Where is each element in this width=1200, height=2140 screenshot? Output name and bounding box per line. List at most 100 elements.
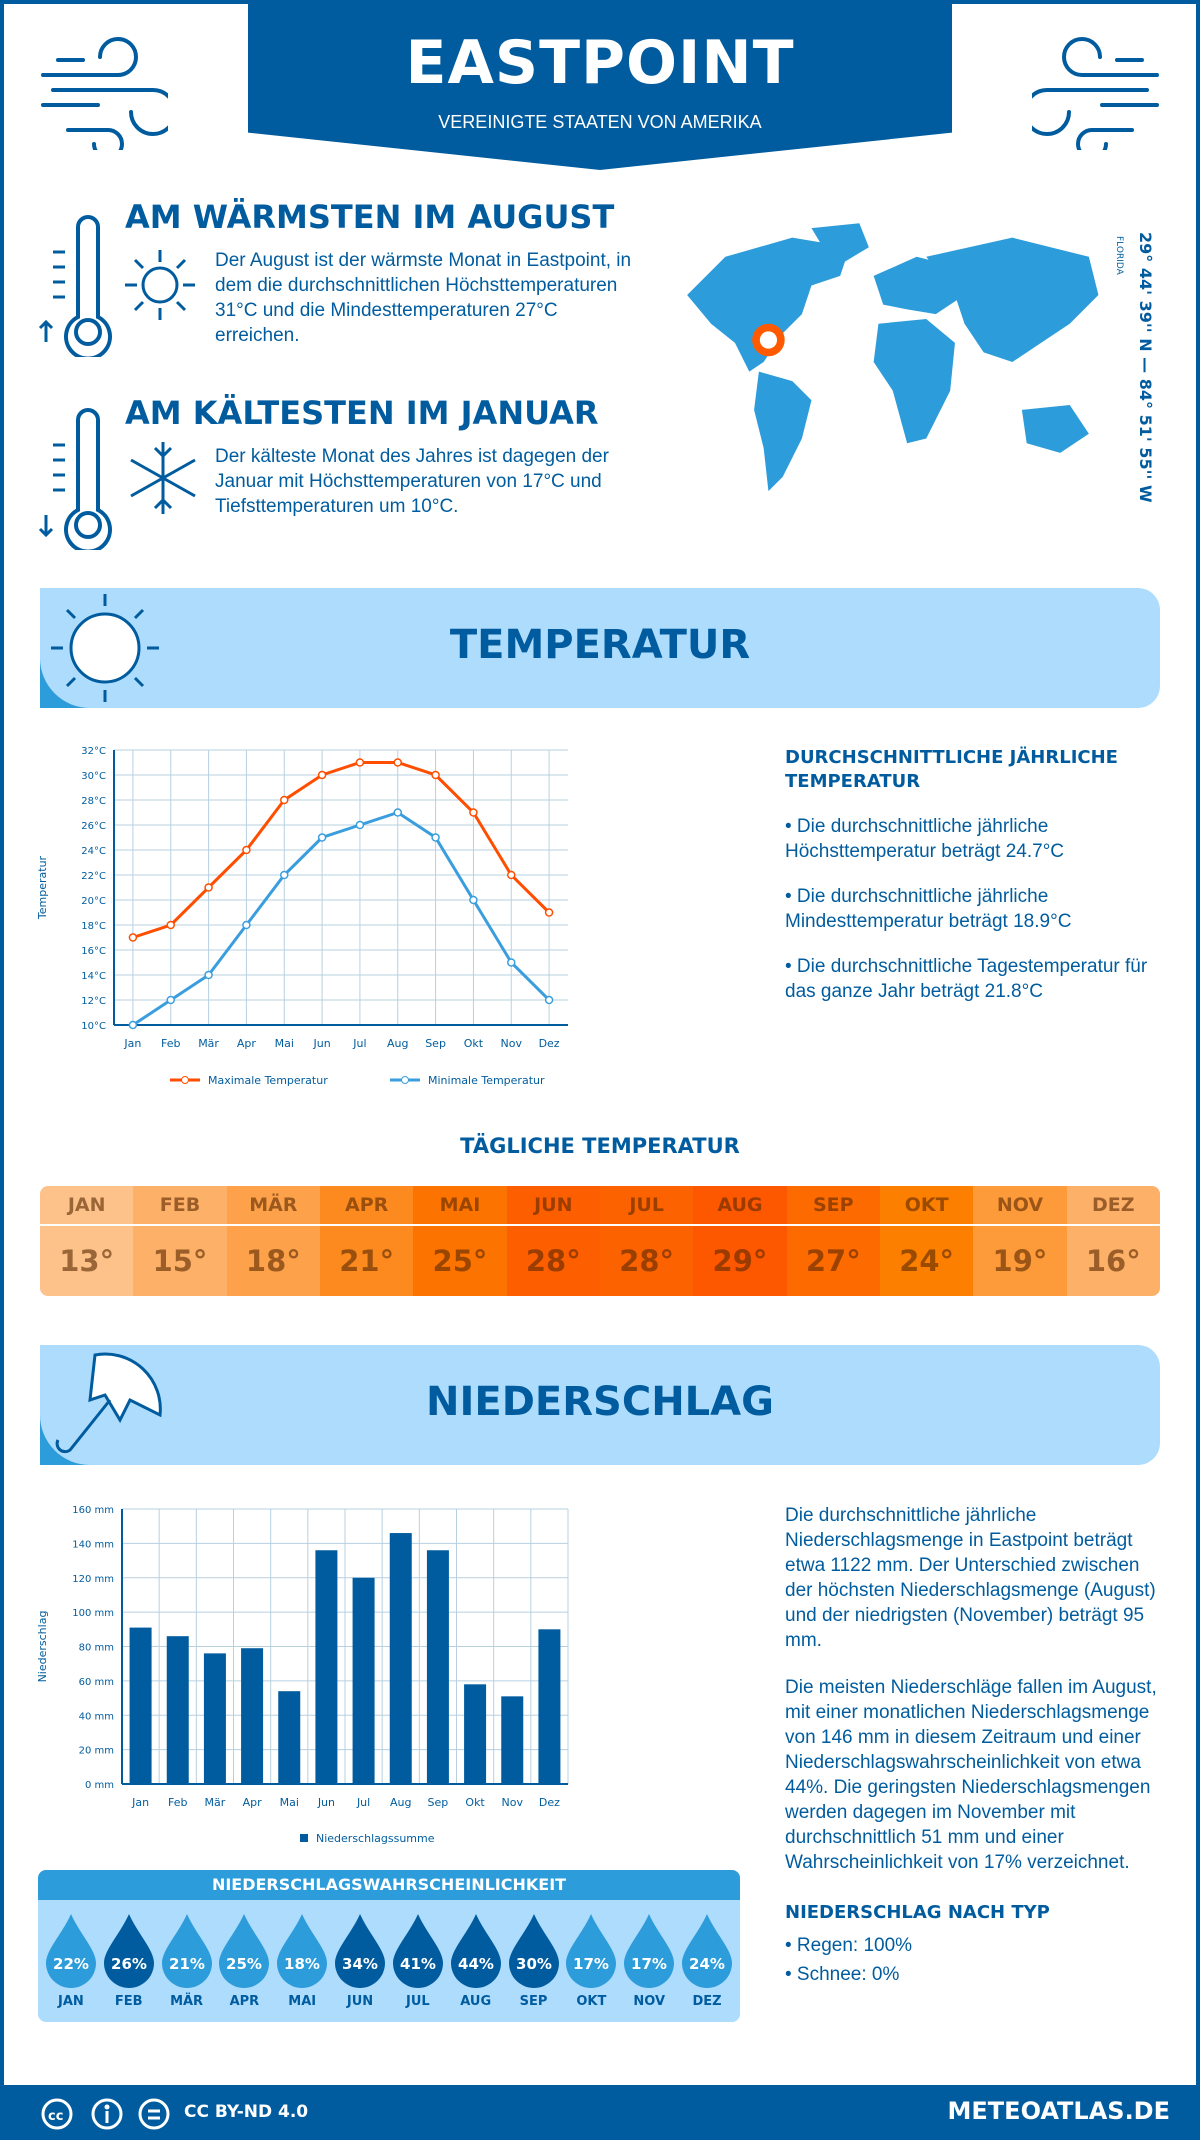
daily-value: 18° <box>245 1244 301 1278</box>
x-tick-label: Dez <box>539 1796 560 1809</box>
legend-label: Maximale Temperatur <box>208 1074 328 1087</box>
annual-temp-heading: DURCHSCHNITTLICHE JÄHRLICHE TEMPERATUR <box>785 747 1118 792</box>
bar <box>203 1653 226 1784</box>
precip-probability-panel: NIEDERSCHLAGSWAHRSCHEINLICHKEIT 22% JAN 26… <box>38 1870 740 2022</box>
y-tick-label: 0 mm <box>85 1780 114 1791</box>
x-tick-label: Feb <box>168 1796 187 1809</box>
probability-drop: 17% OKT <box>562 1900 620 2009</box>
daily-month: OKT <box>879 1186 974 1226</box>
raindrop-icon: 24% <box>682 1914 733 1988</box>
y-tick-label: 16°C <box>81 946 106 957</box>
city-title: EASTPOINT <box>405 28 795 98</box>
data-point <box>280 795 289 805</box>
x-tick-label: Okt <box>464 1037 484 1050</box>
daily-month: APR <box>319 1186 414 1226</box>
data-point <box>431 833 440 842</box>
world-map <box>687 223 1099 492</box>
precip-paragraph-2: Die meisten Niederschläge fallen im Augu… <box>785 1677 1157 1873</box>
raindrop-icon: 21% <box>161 1914 212 1988</box>
raindrop-icon: 17% <box>566 1914 617 1988</box>
probability-month: JUL <box>406 1994 430 2009</box>
raindrop-icon: 44% <box>450 1914 501 1988</box>
legend-marker <box>401 1076 409 1084</box>
y-tick-label: 80 mm <box>79 1643 114 1654</box>
x-tick-label: Jan <box>131 1796 149 1809</box>
x-tick-label: Nov <box>502 1796 524 1809</box>
probability-month: FEB <box>114 1994 143 2009</box>
probability-drop: 44% AUG <box>447 1900 505 2009</box>
y-tick-label: 32°C <box>81 746 106 757</box>
y-tick-label: 20°C <box>81 896 106 907</box>
y-tick-label: 18°C <box>81 921 106 932</box>
data-point <box>128 933 138 942</box>
probability-month: DEZ <box>692 1994 722 2009</box>
series-line <box>132 761 551 939</box>
x-tick-label: Okt <box>465 1796 485 1809</box>
x-tick-label: Jul <box>352 1037 366 1050</box>
x-tick-label: Mai <box>280 1796 299 1809</box>
country-subtitle: VEREINIGTE STAATEN VON AMERIKA <box>438 112 762 132</box>
probability-value: 34% <box>342 1955 378 1973</box>
bar <box>278 1691 301 1784</box>
site-link[interactable]: METEOATLAS.DE <box>947 2097 1170 2125</box>
raindrop-icon: 22% <box>45 1914 96 1988</box>
precip-type-snow: • Schnee: 0% <box>785 1964 900 1985</box>
y-tick-label: 140 mm <box>72 1539 114 1550</box>
data-point <box>166 920 175 930</box>
daily-value: 27° <box>805 1244 861 1278</box>
bar <box>352 1577 375 1784</box>
x-tick-label: Sep <box>425 1037 446 1050</box>
probability-drop: 34% JUN <box>331 1900 389 2009</box>
precipitation-banner: NIEDERSCHLAG <box>40 1345 1160 1465</box>
daily-value: 24° <box>899 1244 955 1278</box>
warmest-heading: AM WÄRMSTEN IM AUGUST <box>125 198 615 236</box>
daily-month: SEP <box>786 1186 880 1226</box>
data-point <box>507 958 516 967</box>
daily-month: JUL <box>599 1186 694 1226</box>
sun-icon <box>51 594 159 702</box>
series-line <box>132 810 551 1027</box>
data-point <box>469 895 478 905</box>
data-point <box>317 770 327 780</box>
location-marker <box>752 323 785 357</box>
x-tick-label: Aug <box>390 1796 411 1809</box>
bar <box>166 1636 189 1784</box>
umbrella-icon <box>55 1352 162 1454</box>
x-tick-label: Mai <box>275 1037 294 1050</box>
sun-icon <box>125 250 195 320</box>
daily-temp-nov: NOV 19° <box>973 1186 1067 1296</box>
daily-temp-jan: JAN 13° <box>40 1186 134 1296</box>
bar <box>538 1629 561 1784</box>
raindrop-icon: 34% <box>335 1914 386 1988</box>
y-tick-label: 24°C <box>81 846 106 857</box>
daily-value: 19° <box>992 1244 1048 1278</box>
probability-drop: 22% JAN <box>42 1900 100 2009</box>
annual-temp-bullet: • Die durchschnittliche jährliche Höchst… <box>785 816 1065 862</box>
data-point <box>431 770 440 780</box>
x-tick-label: Mär <box>205 1796 226 1809</box>
daily-month: FEB <box>133 1186 227 1226</box>
data-point <box>507 870 516 880</box>
daily-month: MAI <box>413 1186 507 1226</box>
y-axis-label: Niederschlag <box>36 1611 49 1683</box>
bar <box>129 1627 152 1784</box>
temperature-title: TEMPERATUR <box>449 622 751 668</box>
data-point <box>355 820 365 830</box>
x-tick-label: Aug <box>387 1037 408 1050</box>
probability-drop: 30% SEP <box>505 1900 563 2009</box>
raindrop-icon: 25% <box>219 1914 270 1988</box>
probability-value: 18% <box>284 1955 320 1973</box>
precipitation-title: NIEDERSCHLAG <box>426 1379 774 1425</box>
precip-type-rain: • Regen: 100% <box>785 1935 913 1956</box>
probability-value: 44% <box>458 1955 494 1973</box>
wind-icon <box>41 37 168 150</box>
x-tick-label: Mär <box>198 1037 219 1050</box>
probability-month: MÄR <box>170 1994 204 2009</box>
data-point <box>469 808 478 817</box>
daily-temperature-row: JAN 13° FEB 15° MÄR 18° APR 21° MAI 25° JUN 28° JUL 2… <box>40 1186 1160 1296</box>
daily-value: 21° <box>339 1244 395 1278</box>
warmest-text: Der August ist der wärmste Monat in East… <box>215 250 632 346</box>
x-tick-label: Dez <box>539 1037 560 1050</box>
precip-probability-heading: NIEDERSCHLAGSWAHRSCHEINLICHKEIT <box>38 1870 740 1900</box>
bar <box>241 1648 264 1784</box>
